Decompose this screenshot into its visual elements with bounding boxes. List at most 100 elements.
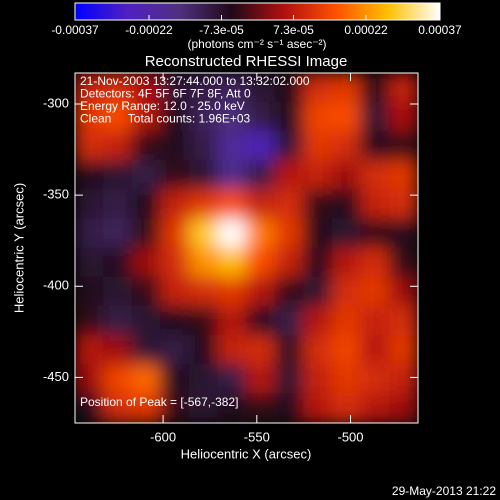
heatmap-cell	[217, 364, 247, 395]
colorbar-tick-label: 0.00037	[418, 23, 462, 37]
heatmap-cell	[103, 101, 133, 132]
heatmap-cell	[75, 335, 105, 366]
heatmap-cell	[217, 305, 247, 336]
colorbar	[74, 2, 441, 21]
heatmap-cell	[331, 218, 362, 249]
heatmap-cell	[388, 189, 418, 220]
y-tick-label: -450	[43, 369, 69, 384]
heatmap-cell	[274, 130, 305, 161]
annotation: Detectors: 4F 5F 6F 7F 8F, Att 0	[80, 87, 251, 101]
heatmap-cell	[131, 218, 162, 249]
heatmap-cell	[274, 189, 305, 220]
heatmap-cell	[103, 160, 133, 191]
heatmap-cell	[188, 247, 219, 278]
heatmap-cell	[103, 305, 133, 336]
heatmap-cell	[360, 393, 390, 423]
heatmap-cell	[331, 276, 362, 307]
plot-frame	[74, 72, 419, 424]
heatmap-cell	[160, 305, 190, 336]
heatmap-cell	[331, 130, 362, 161]
heatmap-cell	[131, 364, 162, 395]
heatmap-cell	[246, 364, 276, 395]
heatmap-cell	[388, 276, 418, 307]
heatmap-cell	[246, 73, 276, 103]
heatmap-cell	[188, 364, 219, 395]
heatmap-cell	[274, 364, 305, 395]
heatmap-cell	[75, 101, 105, 132]
heatmap-cell	[75, 160, 105, 191]
heatmap-cell	[188, 393, 219, 423]
heatmap	[75, 73, 418, 423]
heatmap-cell	[131, 189, 162, 220]
heatmap-cell	[217, 101, 247, 132]
colorbar-tick-label: -0.00022	[125, 23, 173, 37]
heatmap-cell	[360, 247, 390, 278]
y-tick-label: -400	[43, 278, 69, 293]
heatmap-cell	[160, 160, 190, 191]
heatmap-cell	[303, 364, 333, 395]
annotation: Position of Peak = [-567,-382]	[80, 395, 238, 409]
heatmap-cell	[75, 305, 105, 336]
heatmap-cell	[160, 130, 190, 161]
heatmap-cell	[274, 305, 305, 336]
x-tick-label: -550	[244, 429, 270, 444]
heatmap-cell	[217, 130, 247, 161]
heatmap-cell	[103, 335, 133, 366]
x-axis-label: Heliocentric X (arcsec)	[181, 446, 312, 461]
colorbar-tick-label: 0.00022	[344, 23, 388, 37]
heatmap-cell	[331, 335, 362, 366]
heatmap-cell	[217, 393, 247, 423]
heatmap-cell	[388, 393, 418, 423]
heatmap-cell	[217, 218, 247, 249]
heatmap-cell	[303, 218, 333, 249]
heatmap-cell	[274, 160, 305, 191]
heatmap-cell	[217, 247, 247, 278]
heatmap-cell	[274, 393, 305, 423]
y-tick-label: -350	[43, 187, 69, 202]
heatmap-cell	[131, 101, 162, 132]
heatmap-cell	[331, 189, 362, 220]
heatmap-cell	[188, 130, 219, 161]
heatmap-cell	[246, 247, 276, 278]
heatmap-cell	[75, 364, 105, 395]
heatmap-cell	[103, 247, 133, 278]
heatmap-cell	[274, 247, 305, 278]
heatmap-cell	[217, 160, 247, 191]
colorbar-tick-label: -7.3e-05	[199, 23, 244, 37]
heatmap-cell	[75, 189, 105, 220]
heatmap-cell	[274, 218, 305, 249]
heatmap-cell	[274, 73, 305, 103]
heatmap-cell	[246, 160, 276, 191]
heatmap-cell	[303, 130, 333, 161]
heatmap-cell	[360, 130, 390, 161]
heatmap-cell	[246, 130, 276, 161]
heatmap-cell	[331, 305, 362, 336]
heatmap-cell	[274, 276, 305, 307]
heatmap-cell	[103, 189, 133, 220]
chart-title: Reconstructed RHESSI Image	[145, 53, 348, 70]
image-area	[75, 73, 418, 423]
heatmap-cell	[188, 160, 219, 191]
heatmap-cell	[160, 218, 190, 249]
heatmap-cell	[217, 189, 247, 220]
heatmap-cell	[160, 364, 190, 395]
heatmap-cell	[360, 189, 390, 220]
heatmap-cell	[131, 393, 162, 423]
heatmap-cell	[331, 160, 362, 191]
heatmap-cell	[246, 393, 276, 423]
heatmap-cell	[131, 130, 162, 161]
heatmap-cell	[331, 364, 362, 395]
heatmap-cell	[160, 393, 190, 423]
annotations: 21-Nov-2003 13:27:44.000 to 13:32:02.000…	[80, 74, 310, 409]
heatmap-cell	[160, 189, 190, 220]
heatmap-cell	[246, 335, 276, 366]
heatmap-cell	[360, 218, 390, 249]
heatmap-cell	[331, 101, 362, 132]
heatmap-cell	[303, 305, 333, 336]
heatmap-cell	[188, 101, 219, 132]
heatmap-cell	[188, 73, 219, 103]
heatmap-cell	[246, 189, 276, 220]
heatmap-cell	[188, 276, 219, 307]
heatmap-cell	[75, 393, 105, 423]
